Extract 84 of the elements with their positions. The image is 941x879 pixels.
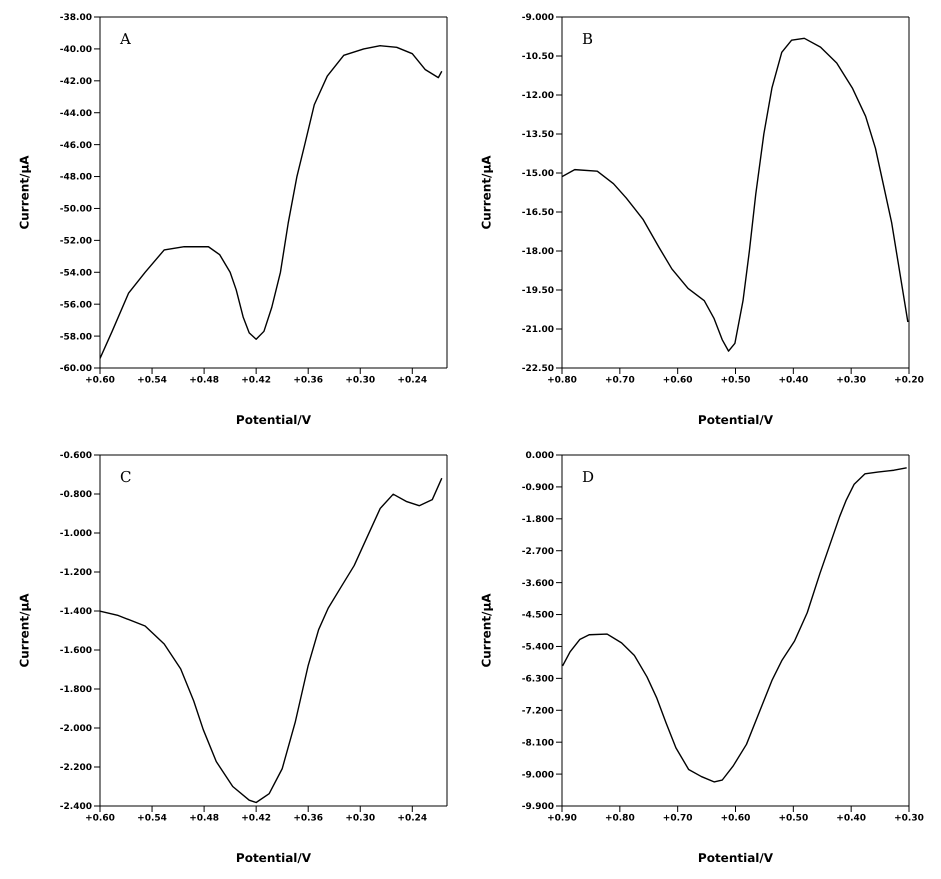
y-tick-label: -4.500 [522,610,554,621]
y-tick-label: -13.50 [522,130,554,140]
x-tick-label: +0.36 [293,375,324,386]
x-tick-label: +0.30 [345,375,376,386]
x-tick-label: +0.60 [85,375,115,386]
y-tick-label: -1.600 [60,646,92,656]
text: B [582,30,594,48]
y-tick-label: -7.200 [522,706,554,716]
x-tick-label: +0.24 [397,813,428,824]
y-tick-label: -38.00 [60,13,92,24]
x-tick-label: +0.60 [662,375,693,386]
x-tick-label: +0.42 [241,375,272,386]
y-axis-title: Current/µA [17,154,32,230]
y-tick-label: -9.000 [522,13,554,24]
y-tick-label: -52.00 [60,236,92,247]
text: D [582,468,594,486]
x-tick-label: +0.20 [894,375,924,386]
x-tick-label: +0.48 [189,813,219,824]
x-tick-label: +0.24 [397,375,428,386]
y-tick-label: -8.100 [522,738,554,748]
y-tick-label: -56.00 [60,300,92,310]
x-tick-label: +0.80 [604,813,635,824]
y-tick-label: -10.50 [522,52,554,62]
y-tick-label: -46.00 [60,140,92,151]
y-tick-label: -19.50 [522,286,554,296]
y-tick-label: -54.00 [60,268,92,278]
text: A [120,30,131,48]
x-tick-label: +0.54 [137,375,167,386]
y-tick-label: 0.000 [526,451,554,462]
text: C [120,468,132,486]
x-tick-label: +0.60 [85,813,115,824]
y-tick-label: -48.00 [60,172,92,183]
y-tick-label: -58.00 [60,332,92,342]
y-tick-label: -1.000 [60,529,92,540]
y-tick-label: -50.00 [60,204,92,215]
x-tick-label: +0.50 [778,813,808,824]
x-tick-label: +0.90 [547,813,577,824]
y-tick-label: -1.800 [60,685,92,696]
y-tick-label: -42.00 [60,77,92,88]
y-tick-label: -1.800 [522,515,554,526]
y-tick-label: -0.900 [522,483,554,494]
y-tick-label: -3.600 [522,578,554,589]
y-tick-label: -44.00 [60,108,92,119]
y-tick-label: -18.00 [522,247,554,258]
x-tick-label: +0.70 [662,813,693,824]
y-tick-label: -6.300 [522,674,554,685]
y-axis-title: Current/µA [17,592,32,668]
x-tick-label: +0.30 [894,813,924,824]
y-tick-label: -1.200 [60,568,92,578]
x-tick-label: +0.80 [547,375,577,386]
y-tick-label: -22.50 [522,364,554,374]
y-axis-title: Current/µA [479,154,494,230]
y-tick-label: -40.00 [60,45,92,56]
x-axis-title: Potential/V [698,851,774,865]
x-tick-label: +0.50 [720,375,750,386]
y-tick-label: -2.700 [522,546,554,557]
x-tick-label: +0.48 [189,375,219,386]
x-axis-title: Potential/V [236,851,312,865]
y-tick-label: -9.000 [522,770,554,780]
y-tick-label: -2.200 [60,763,92,774]
x-tick-label: +0.30 [836,375,866,386]
y-axis-title: Current/µA [479,592,494,668]
y-tick-label: -5.400 [522,642,554,653]
y-tick-label: -1.400 [60,607,92,618]
y-tick-label: -2.400 [60,802,92,812]
y-tick-label: -0.600 [60,451,92,462]
x-tick-label: +0.70 [604,375,635,386]
y-tick-label: -2.000 [60,724,92,734]
y-tick-label: -60.00 [60,364,92,374]
y-tick-label: -9.900 [522,802,554,812]
x-tick-label: +0.54 [137,813,167,824]
x-axis-title: Potential/V [698,413,774,427]
y-tick-label: -21.00 [522,325,554,336]
x-tick-label: +0.36 [293,813,324,824]
x-axis-title: Potential/V [236,413,312,427]
y-tick-label: -15.00 [522,169,554,180]
y-tick-label: -12.00 [522,91,554,102]
x-tick-label: +0.40 [778,375,808,386]
y-tick-label: -0.800 [60,490,92,500]
x-tick-label: +0.60 [720,813,750,824]
x-tick-label: +0.42 [241,813,272,824]
x-tick-label: +0.30 [345,813,376,824]
y-tick-label: -16.50 [522,208,554,218]
x-tick-label: +0.40 [836,813,866,824]
